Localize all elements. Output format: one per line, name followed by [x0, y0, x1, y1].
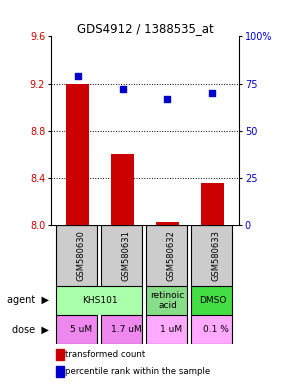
Bar	[56, 315, 97, 344]
Text: GSM580633: GSM580633	[211, 230, 220, 281]
Text: KHS101: KHS101	[82, 296, 118, 305]
Bar	[191, 286, 232, 315]
Point	[210, 90, 215, 96]
Bar	[146, 286, 187, 315]
Text: dose  ▶: dose ▶	[12, 324, 49, 334]
Bar	[111, 154, 134, 225]
Bar	[56, 286, 142, 315]
Bar	[66, 84, 89, 225]
Bar	[56, 349, 64, 360]
Bar	[101, 315, 142, 344]
Text: 5 uM: 5 uM	[70, 325, 92, 334]
Bar	[56, 366, 64, 377]
Point	[165, 96, 170, 102]
Bar	[156, 222, 179, 225]
Bar	[201, 184, 224, 225]
Text: transformed count: transformed count	[65, 350, 145, 359]
Bar	[146, 225, 187, 286]
Text: agent  ▶: agent ▶	[7, 295, 49, 306]
Text: retinoic
acid: retinoic acid	[150, 291, 184, 310]
Text: GSM580631: GSM580631	[122, 230, 131, 281]
Bar	[191, 315, 232, 344]
Bar	[101, 225, 142, 286]
Text: percentile rank within the sample: percentile rank within the sample	[65, 367, 210, 376]
Text: 1.7 uM: 1.7 uM	[111, 325, 142, 334]
Text: GSM580630: GSM580630	[77, 230, 86, 281]
Text: GSM580632: GSM580632	[166, 230, 175, 281]
Text: 0.1 %: 0.1 %	[203, 325, 229, 334]
Title: GDS4912 / 1388535_at: GDS4912 / 1388535_at	[77, 22, 213, 35]
Text: 1 uM: 1 uM	[160, 325, 182, 334]
Bar	[146, 315, 187, 344]
Bar	[56, 225, 97, 286]
Point	[75, 73, 80, 79]
Bar	[191, 225, 232, 286]
Point	[120, 86, 125, 92]
Text: DMSO: DMSO	[199, 296, 226, 305]
